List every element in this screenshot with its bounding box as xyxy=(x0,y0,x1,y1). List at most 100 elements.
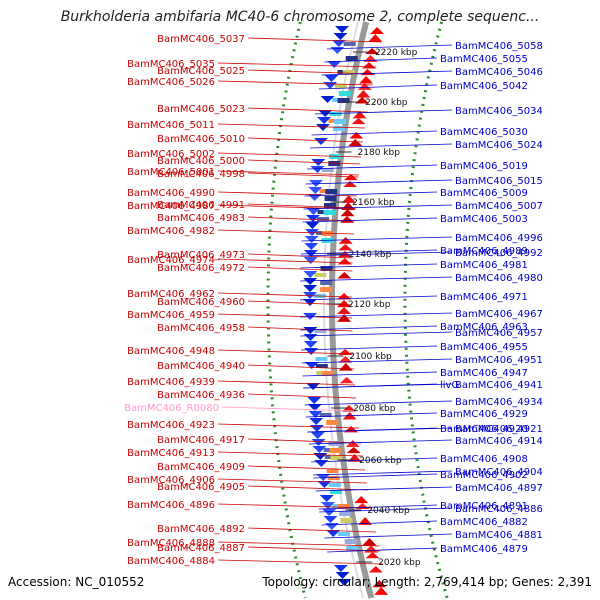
gene-feature-forward xyxy=(312,446,327,453)
gene-feature-forward xyxy=(317,481,332,488)
gene-feature-block xyxy=(315,364,328,368)
gene-feature-reverse xyxy=(368,34,383,42)
gene-feature-reverse xyxy=(337,307,352,315)
gene-feature-block xyxy=(325,189,338,194)
kbp-label: 2140 kbp xyxy=(349,250,392,260)
label-leader-line xyxy=(217,152,362,158)
gene-feature-reverse xyxy=(340,216,355,223)
gene-feature-reverse xyxy=(338,363,353,371)
label-leader-line xyxy=(221,406,358,412)
gene-label: BamMC406_5035 xyxy=(127,59,215,70)
gene-feature-forward xyxy=(309,418,324,425)
gene-feature-forward xyxy=(333,565,348,572)
label-leader-line xyxy=(217,451,363,457)
gene-feature-reverse xyxy=(337,293,352,300)
gene-feature-block xyxy=(338,91,351,96)
gene-feature-reverse xyxy=(343,181,358,188)
gene-label: BamMC406_5058 xyxy=(455,41,543,52)
gene-feature-block xyxy=(326,420,339,425)
gene-feature-reverse xyxy=(357,83,372,90)
gene-feature-forward xyxy=(308,411,323,418)
gene-feature-reverse xyxy=(352,111,367,119)
label-leader-line xyxy=(217,313,353,319)
gene-label: BamMC406_4892 xyxy=(157,524,245,535)
label-leader-line xyxy=(247,216,355,222)
gene-label: BamMC406_5010 xyxy=(157,134,245,145)
kbp-label: 2220 kbp xyxy=(375,48,418,58)
gene-feature-block xyxy=(333,126,346,131)
gene-feature-forward xyxy=(303,299,318,306)
gene-feature-block xyxy=(337,504,350,509)
gene-label: BamMC406_4959 xyxy=(127,310,215,321)
gene-feature-block xyxy=(319,413,332,417)
gene-feature-forward xyxy=(319,495,334,502)
gene-label: BamMC406_4992 xyxy=(455,248,543,259)
gene-feature-block xyxy=(340,518,353,523)
label-leader-line xyxy=(217,229,354,235)
gene-label: BamMC406_5026 xyxy=(127,77,215,88)
gene-feature-block xyxy=(315,357,328,361)
gene-label: BamMC406_5025 xyxy=(157,66,245,77)
gene-label: BamMC406_4934 xyxy=(455,397,543,408)
label-leader-line xyxy=(217,258,353,264)
gene-label: BamMC406_4913 xyxy=(127,448,215,459)
label-leader-line xyxy=(247,300,353,306)
gene-label: livG xyxy=(440,380,459,391)
gene-label: BamMC406_4971 xyxy=(440,292,528,303)
gene-feature-forward xyxy=(310,166,325,173)
label-leader-line xyxy=(300,325,438,331)
label-leader-line xyxy=(319,507,453,513)
label-leader-line xyxy=(300,263,438,269)
gene-label: BamMC406_4981 xyxy=(440,260,528,271)
label-leader-line xyxy=(314,109,453,115)
label-leader-line xyxy=(247,69,375,75)
label-leader-line xyxy=(217,80,373,86)
guide-circle-dotted xyxy=(403,21,449,599)
gene-label: BamMC406_4920 xyxy=(440,424,528,435)
accession-text: Accession: NC_010552 xyxy=(8,575,145,589)
gene-label: BamMC406_5002 xyxy=(127,149,215,160)
label-leader-line xyxy=(307,427,438,433)
gene-label: BamMC406_4914 xyxy=(455,436,543,447)
gene-label: BamMC406_4951 xyxy=(455,355,543,366)
gene-feature-forward xyxy=(335,572,350,579)
gene-label: BamMC406_5019 xyxy=(440,161,528,172)
gene-feature-forward xyxy=(305,215,320,222)
gene-feature-forward xyxy=(303,278,318,285)
gene-feature-forward xyxy=(330,47,345,54)
kbp-label: 2180 kbp xyxy=(358,148,401,158)
gene-label: BamMC406_5046 xyxy=(455,67,543,78)
gene-feature-forward xyxy=(304,362,319,369)
label-leader-line xyxy=(311,457,438,463)
label-leader-line xyxy=(319,84,438,90)
gene-label: BamMC406_4906 xyxy=(127,475,215,486)
label-leader-line xyxy=(300,276,453,282)
gene-feature-reverse xyxy=(338,356,353,363)
gene-feature-block xyxy=(322,371,335,376)
gene-label: BamMC406_4886 xyxy=(455,504,543,515)
gene-feature-reverse xyxy=(356,90,371,98)
gene-label: BamMC406_4921 xyxy=(455,424,543,435)
gene-label: BamMC406_4884 xyxy=(127,556,215,567)
gene-feature-reverse xyxy=(338,237,353,244)
gene-feature-reverse xyxy=(362,538,377,546)
gene-feature-reverse xyxy=(340,209,355,217)
gene-label: BamMC406_4904 xyxy=(455,467,543,478)
gene-feature-reverse xyxy=(368,566,383,573)
gene-feature-block xyxy=(339,511,352,516)
gene-feature-block xyxy=(344,539,357,544)
label-leader-line xyxy=(217,292,353,298)
gene-feature-reverse xyxy=(337,300,352,308)
gene-label: BamMC406_5037 xyxy=(157,34,245,45)
gene-feature-reverse xyxy=(348,139,363,147)
label-leader-line xyxy=(305,412,438,418)
gene-feature-block xyxy=(320,287,333,292)
label-leader-line xyxy=(247,266,353,272)
gene-feature-forward xyxy=(324,523,339,530)
gene-label: BamMC406_4973 xyxy=(157,250,245,261)
gene-feature-reverse xyxy=(345,440,360,447)
label-leader-line xyxy=(300,331,453,337)
label-leader-line xyxy=(324,57,438,63)
gene-feature-forward xyxy=(308,187,323,194)
